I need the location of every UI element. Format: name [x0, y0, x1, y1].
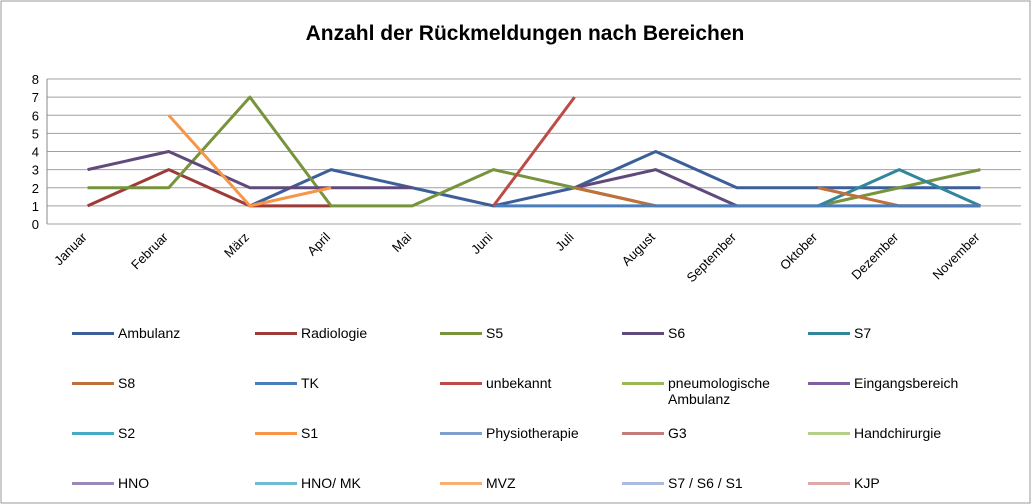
legend-label: Eingangsbereich: [854, 375, 959, 391]
legend-label: Radiologie: [301, 325, 368, 341]
legend-label: Ambulanz: [118, 325, 181, 341]
x-tick-label: September: [683, 229, 739, 285]
x-tick-label: Oktober: [777, 229, 821, 273]
legend-swatch: [255, 432, 297, 435]
y-tick-label: 5: [32, 126, 39, 141]
legend-entry: S7 / S6 / S1: [622, 475, 800, 491]
y-tick-label: 0: [32, 217, 39, 232]
legend-label: KJP: [854, 475, 880, 491]
legend-swatch: [255, 482, 297, 485]
legend-swatch: [440, 382, 482, 385]
legend-label: unbekannt: [486, 375, 552, 391]
y-tick-label: 8: [32, 72, 39, 87]
legend-swatch: [622, 482, 664, 485]
legend-label: S7: [854, 325, 872, 341]
series-line: [574, 186, 981, 208]
legend-swatch: [622, 332, 664, 335]
legend-label: TK: [301, 375, 319, 391]
series-line: [87, 95, 981, 208]
legend-swatch: [255, 382, 297, 385]
legend-swatch: [622, 382, 664, 385]
legend-label: S2: [118, 425, 136, 441]
legend-entry: S5: [440, 325, 618, 341]
legend-label: Handchirurgie: [854, 425, 942, 441]
series-line: [492, 96, 576, 207]
legend-swatch: [72, 332, 114, 335]
legend-label: G3: [668, 425, 687, 441]
series-line: [87, 150, 738, 208]
legend-swatch: [440, 332, 482, 335]
legend-swatch: [808, 482, 850, 485]
legend-swatch: [72, 482, 114, 485]
legend-entry: S7: [808, 325, 986, 341]
series-line: [167, 114, 332, 208]
y-tick-label: 6: [32, 108, 39, 123]
legend-entry: pneumologische Ambulanz: [622, 375, 800, 407]
legend-entry: Physiotherapie: [440, 425, 618, 441]
y-tick-label: 7: [32, 90, 39, 105]
legend-entry: G3: [622, 425, 800, 441]
legend-entry: Ambulanz: [72, 325, 250, 341]
x-tick-label: Juli: [552, 229, 576, 253]
legend-label: S5: [486, 325, 504, 341]
legend-swatch: [808, 432, 850, 435]
legend-entry: Eingangsbereich: [808, 375, 986, 391]
legend-entry: HNO/ MK: [255, 475, 433, 491]
x-tick-label: Mai: [389, 229, 414, 254]
legend-label: MVZ: [486, 475, 516, 491]
legend-label: HNO/ MK: [301, 475, 361, 491]
legend-entry: S2: [72, 425, 250, 441]
legend-label: S7 / S6 / S1: [668, 475, 743, 491]
legend-entry: TK: [255, 375, 433, 391]
legend-swatch: [808, 382, 850, 385]
legend-swatch: [440, 482, 482, 485]
x-tick-label: August: [619, 229, 658, 268]
y-tick-label: 1: [32, 199, 39, 214]
chart-title: Anzahl der Rückmeldungen nach Bereichen: [306, 22, 745, 45]
x-tick-label: April: [304, 229, 333, 258]
legend-entry: S6: [622, 325, 800, 341]
legend-swatch: [72, 432, 114, 435]
legend-label: S8: [118, 375, 136, 391]
x-tick-label: Dezember: [848, 229, 901, 282]
legend-swatch: [72, 382, 114, 385]
x-tick-label: Juni: [468, 229, 496, 257]
legend-entry: MVZ: [440, 475, 618, 491]
legend-entry: S1: [255, 425, 433, 441]
legend-entry: Radiologie: [255, 325, 433, 341]
legend-swatch: [255, 332, 297, 335]
legend-entry: unbekannt: [440, 375, 618, 391]
legend-label: pneumologische Ambulanz: [668, 375, 770, 407]
legend-swatch: [808, 332, 850, 335]
y-tick-label: 3: [32, 163, 39, 178]
legend-swatch: [440, 432, 482, 435]
legend-entry: KJP: [808, 475, 986, 491]
legend-entry: S8: [72, 375, 250, 391]
x-tick-label: Januar: [51, 229, 90, 268]
legend-label: S6: [668, 325, 686, 341]
legend-entry: Handchirurgie: [808, 425, 986, 441]
y-tick-label: 2: [32, 181, 39, 196]
legend-label: Physiotherapie: [486, 425, 579, 441]
legend-entry: HNO: [72, 475, 250, 491]
x-tick-label: Februar: [128, 229, 171, 272]
legend-label: S1: [301, 425, 319, 441]
legend-swatch: [622, 432, 664, 435]
x-tick-label: März: [221, 230, 252, 261]
y-tick-label: 4: [32, 145, 39, 160]
x-tick-label: November: [930, 229, 983, 282]
legend-label: HNO: [118, 475, 150, 491]
